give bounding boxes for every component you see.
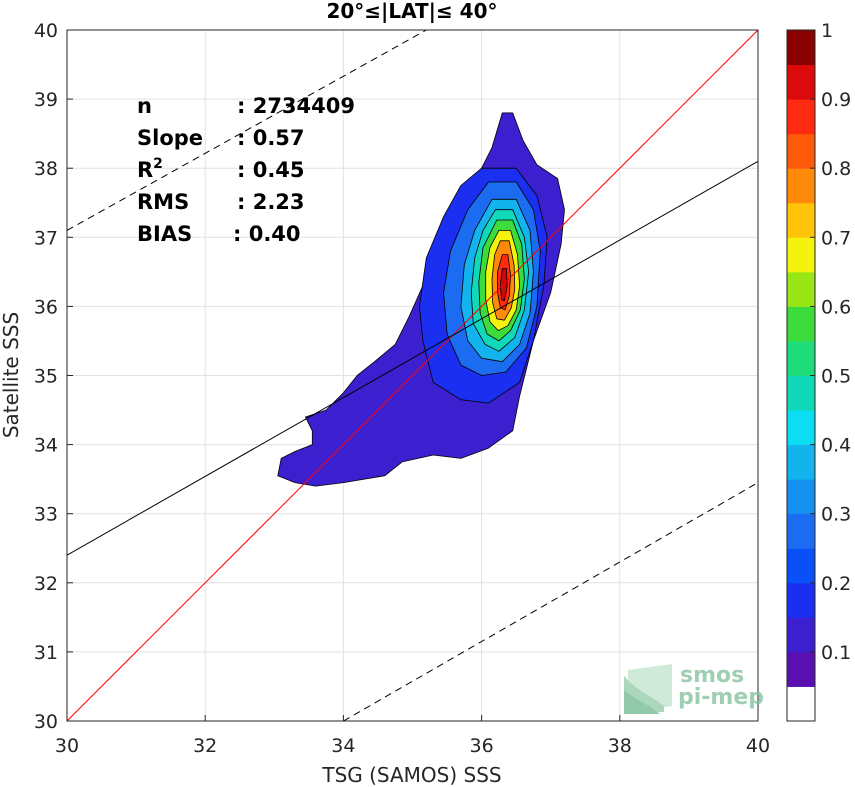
colorbar-tick-label: 0.7 [821,227,851,249]
colorbar-tick-label: 0.3 [821,504,851,526]
colorbar-tick-label: 0.4 [821,435,851,457]
regression-line [67,160,758,556]
y-tick-label: 37 [34,227,58,249]
logo-line-1: smos [680,663,744,688]
colorbar-segment [787,617,815,653]
x-axis-label: TSG (SAMOS) SSS [321,763,501,787]
stat-value: : 0.40 [233,222,301,246]
colorbar-segment [787,651,815,687]
logo-line-2: pi-mep [678,685,764,710]
x-tick-label: 38 [608,735,632,757]
stat-value: : 2.23 [237,190,305,214]
colorbar-segment [787,444,815,480]
colorbar-segment [787,237,815,273]
colorbar-segment [787,686,815,722]
reference-lines [67,30,758,721]
stat-superscript: 2 [153,156,163,172]
colorbar-tick-label: 0.1 [821,642,851,664]
x-tick-label: 34 [331,735,355,757]
colorbar-tick-label: 0.2 [821,573,851,595]
y-ticks: 30 31 32 33 34 35 36 37 38 39 40 [34,20,73,733]
smos-pi-mep-logo: smos pi-mep [624,663,764,714]
one-to-one-line [67,30,758,721]
colorbar-segment [787,30,815,66]
stat-value: : 0.57 [237,126,305,150]
colorbar-segment [787,99,815,135]
colorbar-segment [787,64,815,100]
y-tick-label: 31 [34,642,58,664]
y-tick-label: 39 [34,89,58,111]
colorbar-tick-label: 0.6 [821,296,851,318]
stat-label: RMS [137,190,189,214]
colorbar-segment [787,410,815,446]
x-ticks: 30 32 34 36 38 40 [55,715,770,757]
y-tick-label: 36 [34,296,58,318]
y-tick-label: 35 [34,366,58,388]
y-tick-label: 34 [34,435,58,457]
colorbar-tick-label: 1 [821,20,833,42]
colorbar-segment [787,375,815,411]
stat-label: BIAS [137,222,192,246]
x-tick-label: 32 [193,735,217,757]
stat-label: Slope [137,126,203,150]
colorbar-tick-label: 0.8 [821,158,851,180]
upper-bound-line [67,30,427,231]
colorbar-segment [787,548,815,584]
x-tick-label: 40 [746,735,770,757]
stat-value: : 0.45 [237,158,305,182]
colorbar-segment [787,340,815,376]
colorbar-segment [787,513,815,549]
stat-label: n [137,94,152,118]
y-tick-label: 33 [34,504,58,526]
colorbar-segment [787,168,815,204]
x-tick-label: 30 [55,735,79,757]
colorbar-ticks: 0.1 0.2 0.3 0.4 0.5 0.6 0.7 0.8 0.9 1 [810,20,851,664]
colorbar-segment [787,271,815,307]
y-tick-label: 40 [34,20,58,42]
y-tick-label: 38 [34,158,58,180]
x-tick-label: 36 [470,735,494,757]
y-axis-label: Satellite SSS [0,312,23,438]
stat-value: : 2734409 [237,94,355,118]
colorbar-segment [787,479,815,515]
colorbar-segment [787,582,815,618]
colorbar-tick-label: 0.5 [821,366,851,388]
logo-wave-icon [624,664,672,714]
y-tick-label: 32 [34,573,58,595]
colorbar [786,29,816,722]
colorbar-segment [787,202,815,238]
colorbar-segment [787,306,815,342]
lower-bound-line [343,482,758,721]
chart-title: 20°≤|LAT|≤ 40° [326,0,497,23]
y-tick-label: 30 [34,711,58,733]
colorbar-segment [787,133,815,169]
colorbar-tick-label: 0.9 [821,89,851,111]
